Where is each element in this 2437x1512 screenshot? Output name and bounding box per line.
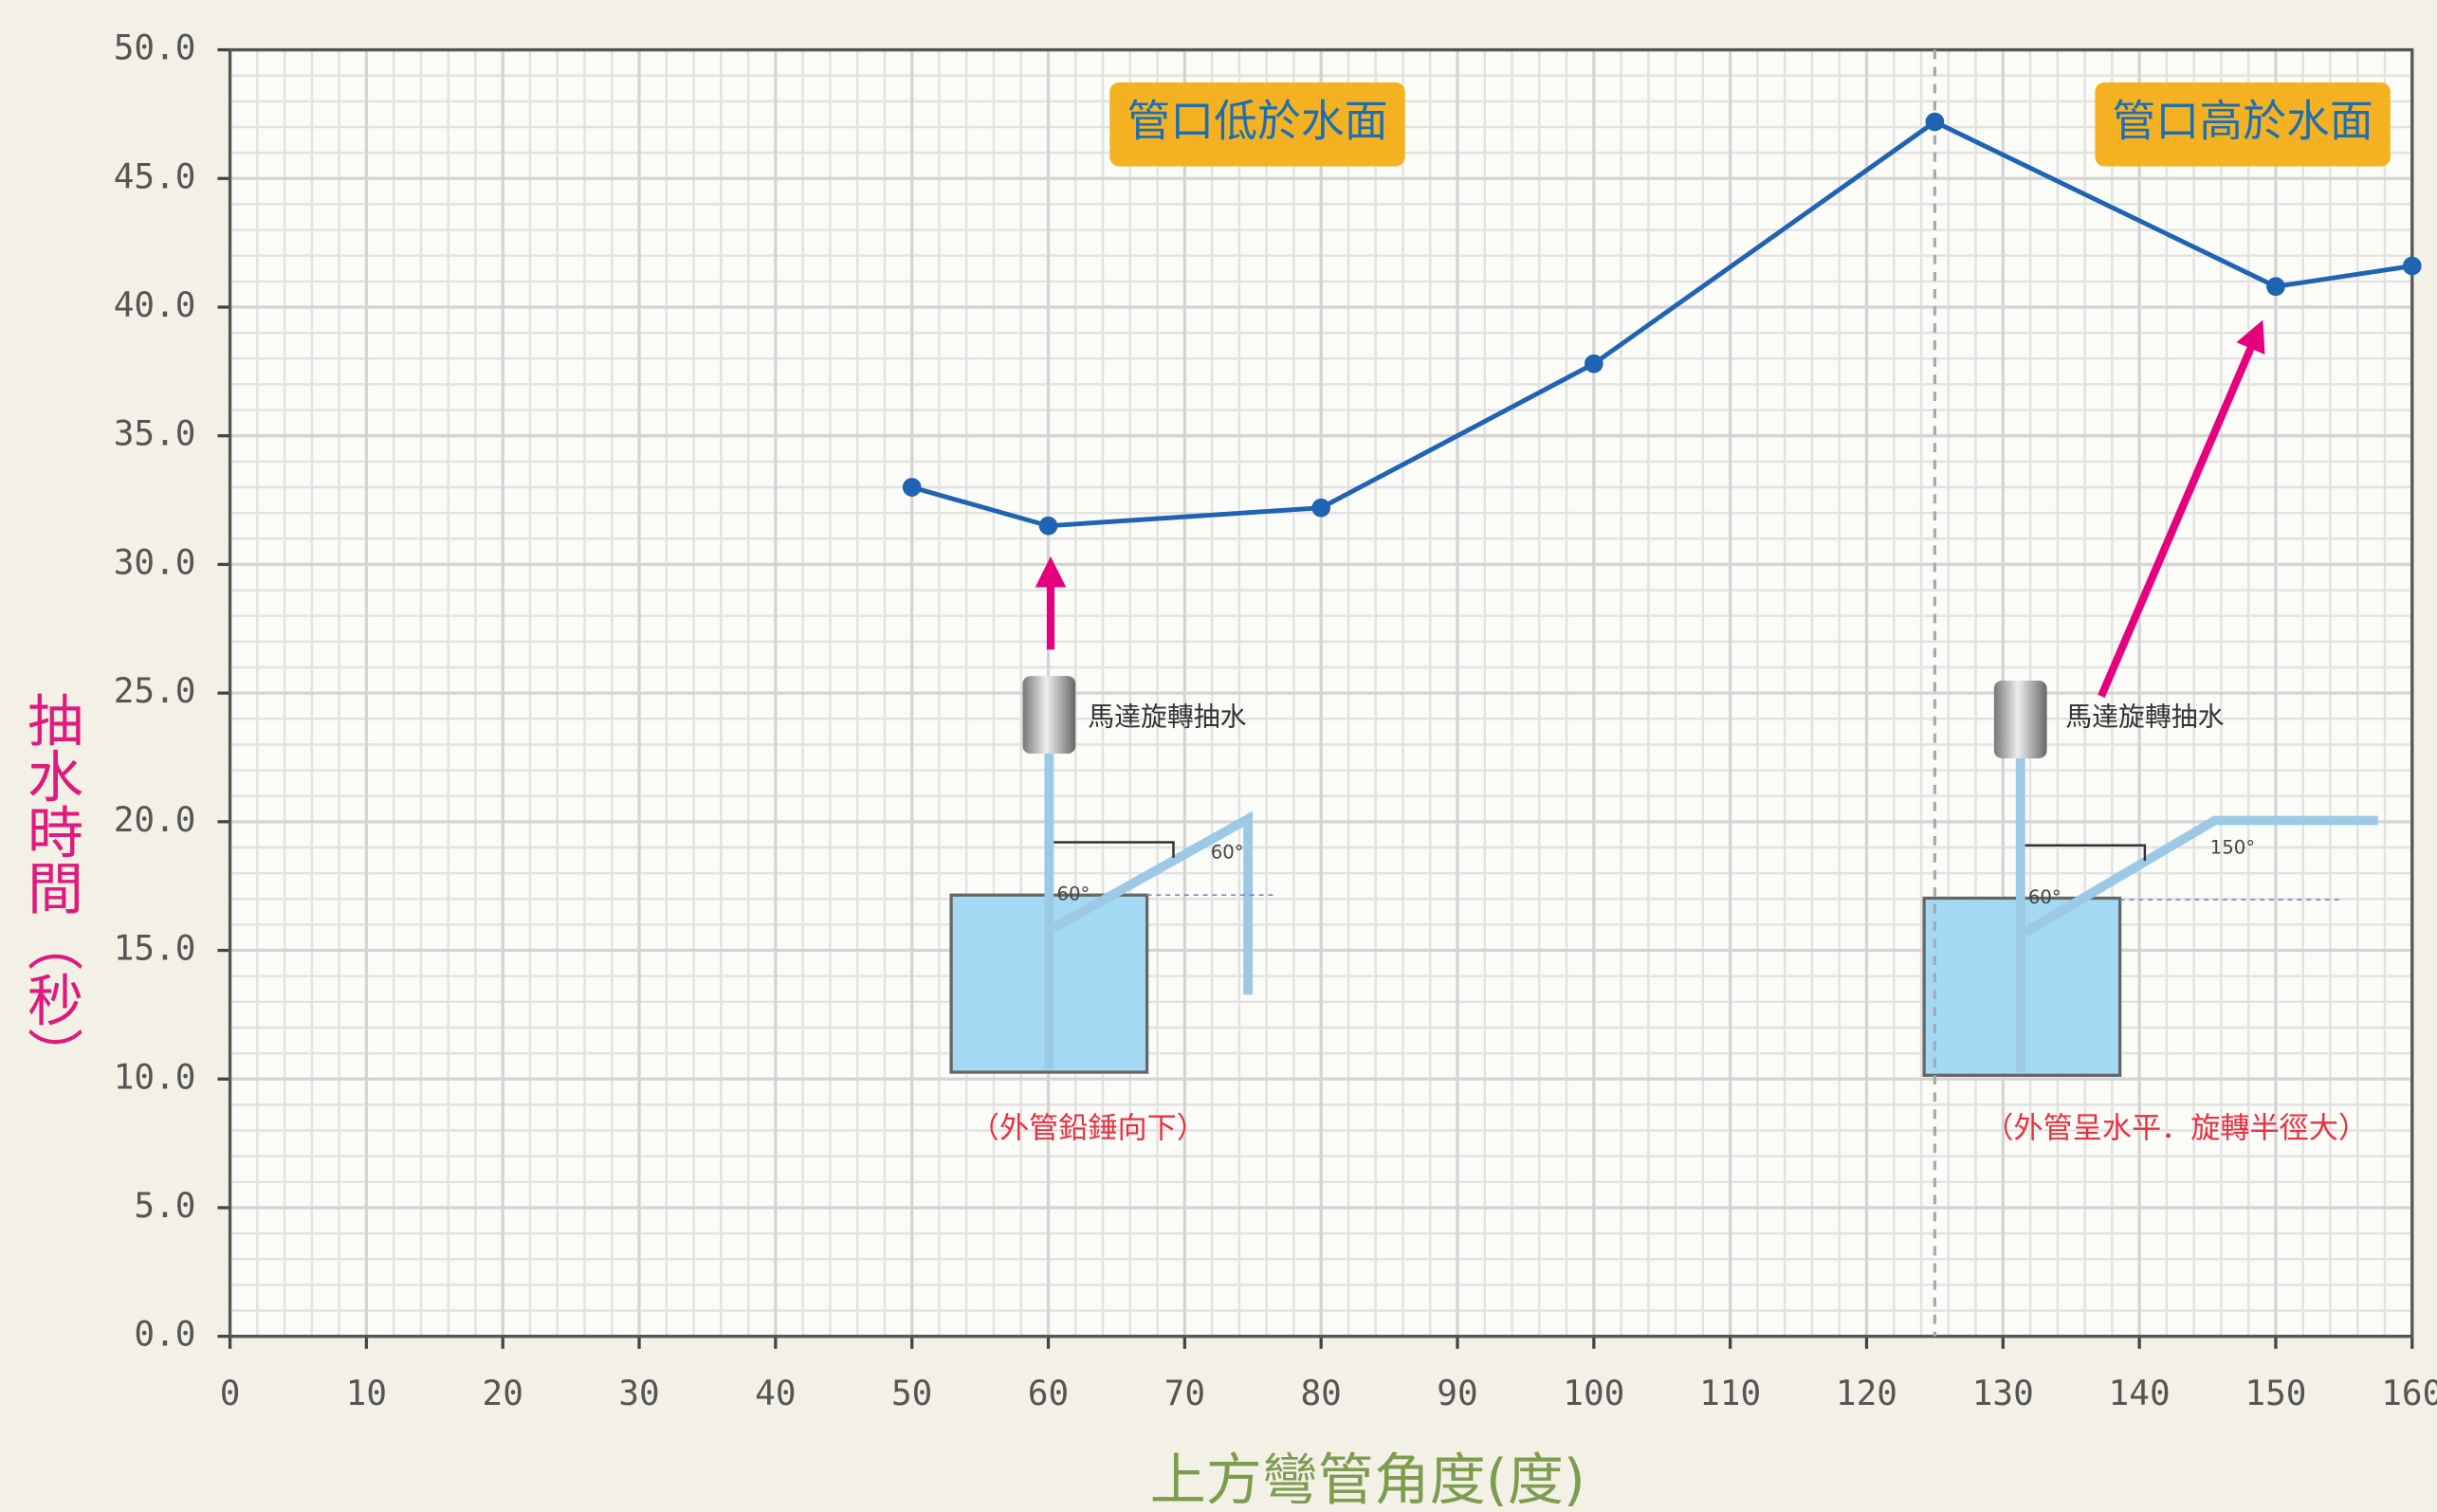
data-point xyxy=(1925,112,1945,132)
angle-label: 60° xyxy=(1211,841,1244,863)
caption: （外管鉛錘向下） xyxy=(970,1112,1206,1146)
x-tick-label: 50 xyxy=(891,1374,932,1413)
x-tick-label: 150 xyxy=(2245,1374,2306,1413)
diagram-right: 馬達旋轉抽水 60° 150° （外管呈水平．旋轉半徑大） xyxy=(1922,319,2378,1146)
y-tick-label: 50.0 xyxy=(114,28,196,68)
y-tick-label: 10.0 xyxy=(114,1057,196,1097)
data-point xyxy=(1311,498,1331,518)
x-axis-label: 上方彎管角度(度) xyxy=(1150,1447,1585,1512)
x-tick-label: 30 xyxy=(618,1374,659,1413)
y-tick-label: 25.0 xyxy=(114,671,196,711)
x-tick-label: 70 xyxy=(1164,1374,1205,1413)
x-tick-label: 100 xyxy=(1563,1374,1624,1413)
region-badge xyxy=(2095,82,2391,167)
y-tick-label: 15.0 xyxy=(114,929,196,969)
angle-label: 60° xyxy=(1057,884,1090,905)
x-tick-label: 160 xyxy=(2381,1374,2437,1413)
y-axis-label: 抽水時間（秒） xyxy=(18,691,83,1083)
region-label: 管口低於水面 xyxy=(1127,96,1387,147)
x-tick-label: 140 xyxy=(2109,1374,2171,1413)
y-tick-label: 30.0 xyxy=(114,542,196,582)
x-tick-label: 40 xyxy=(755,1374,796,1413)
x-tick-label: 120 xyxy=(1836,1374,1897,1413)
x-tick-label: 60 xyxy=(1028,1374,1069,1413)
motor-label: 馬達旋轉抽水 xyxy=(2065,701,2224,732)
angle-label: 60° xyxy=(2028,886,2061,908)
motor-label: 馬達旋轉抽水 xyxy=(1088,701,1246,732)
data-point xyxy=(2402,256,2422,276)
data-point xyxy=(902,478,922,497)
x-tick-label: 80 xyxy=(1300,1374,1341,1413)
data-point xyxy=(1584,354,1603,373)
x-tick-label: 0 xyxy=(220,1374,241,1413)
region-badge xyxy=(1109,82,1405,167)
y-tick-label: 40.0 xyxy=(114,285,196,325)
x-tick-label: 90 xyxy=(1437,1374,1477,1413)
caption: （外管呈水平．旋轉半徑大） xyxy=(1984,1112,2368,1146)
y-tick-label: 35.0 xyxy=(114,414,196,454)
y-tick-label: 20.0 xyxy=(114,800,196,840)
x-tick-label: 20 xyxy=(483,1374,523,1413)
data-point xyxy=(1038,516,1058,536)
y-tick-label: 45.0 xyxy=(114,156,196,196)
y-tick-label: 0.0 xyxy=(134,1315,195,1355)
region-label: 管口高於水面 xyxy=(2112,96,2373,147)
diagram-left: 馬達旋轉抽水 60° 60° （外管鉛錘向下） xyxy=(949,556,1275,1146)
x-tick-label: 10 xyxy=(346,1374,387,1413)
x-tick-label: 110 xyxy=(1699,1374,1761,1413)
axes xyxy=(228,47,2414,1339)
x-tick-label: 130 xyxy=(1972,1374,2034,1413)
y-tick-label: 5.0 xyxy=(134,1186,195,1226)
angle-label: 150° xyxy=(2210,837,2255,859)
data-point xyxy=(2266,277,2285,297)
